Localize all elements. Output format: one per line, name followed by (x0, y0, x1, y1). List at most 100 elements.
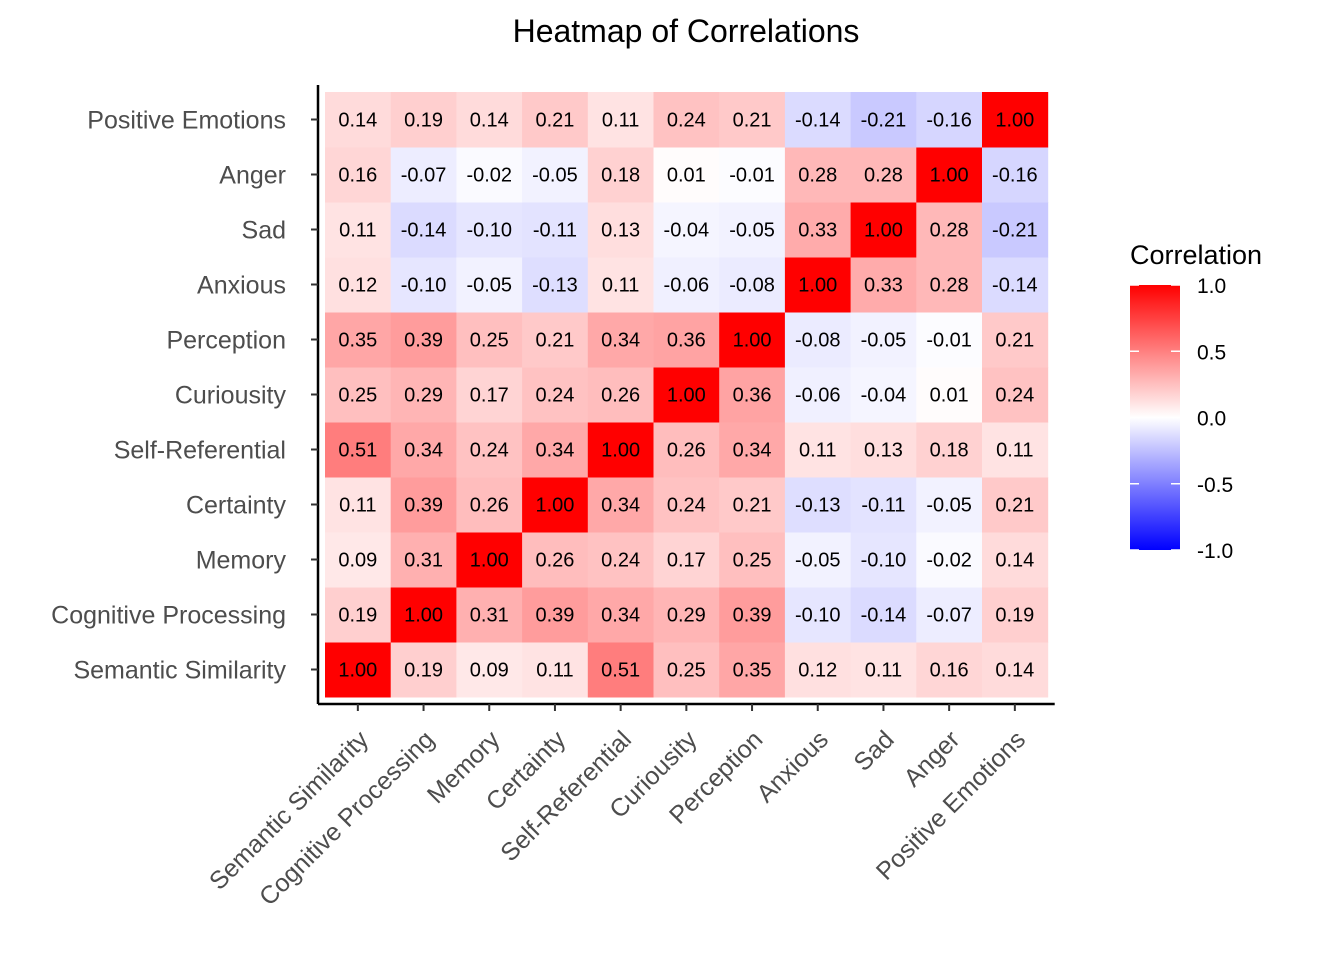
heatmap-cell (850, 642, 917, 698)
cell-value-label: 0.14 (470, 110, 509, 132)
cell-value-label: 0.51 (601, 660, 640, 682)
heatmap-cell (719, 422, 786, 478)
heatmap-cell (653, 312, 720, 368)
cell-value-label: -0.02 (466, 165, 512, 187)
heatmap-cell (916, 202, 983, 258)
cell-value-label: 0.12 (338, 275, 377, 297)
cell-value-label: 0.21 (733, 495, 772, 517)
y-tick-label: Anxious (197, 272, 286, 300)
heatmap-cell (784, 202, 852, 258)
heatmap-cells (325, 92, 1049, 698)
heatmap-cell (325, 422, 392, 478)
cell-value-label: -0.10 (401, 275, 447, 297)
cell-value-label: 0.34 (733, 440, 772, 462)
cell-value-label: 0.11 (339, 220, 376, 242)
heatmap-cell (456, 532, 523, 588)
cell-value-label: 0.25 (733, 550, 772, 572)
cell-value-label: 0.01 (930, 385, 969, 407)
heatmap-cell (325, 312, 392, 368)
cell-value-label: -0.16 (926, 110, 972, 132)
heatmap-cell (456, 587, 523, 643)
cell-value-label: -0.01 (926, 330, 972, 352)
heatmap-cell (522, 92, 589, 148)
cell-value-label: -0.04 (861, 385, 907, 407)
heatmap-cell (719, 367, 786, 423)
cell-value-label: 0.34 (601, 330, 640, 352)
cell-value-label: -0.02 (926, 550, 972, 572)
cell-value-label: 0.39 (404, 495, 443, 517)
cell-value-label: -0.10 (795, 605, 841, 627)
cell-value-label: -0.07 (926, 605, 972, 627)
heatmap-cell (522, 642, 589, 698)
cell-value-label: 0.24 (535, 385, 574, 407)
y-tick-label: Certainty (186, 492, 287, 520)
cell-value-label: -0.21 (861, 110, 907, 132)
cell-value-label: 0.11 (865, 660, 902, 682)
heatmap-cell (850, 257, 917, 313)
heatmap-cell (982, 367, 1049, 423)
cell-value-label: 0.14 (338, 110, 377, 132)
legend-title: Correlation (1130, 240, 1262, 270)
heatmap-cell (719, 532, 786, 588)
cell-value-label: -0.01 (729, 165, 775, 187)
cell-value-label: 0.21 (535, 330, 574, 352)
heatmap-cell (456, 422, 523, 478)
cell-value-label: 0.17 (667, 550, 706, 572)
heatmap-cell (916, 367, 983, 423)
cell-value-label: 0.36 (667, 330, 706, 352)
cell-value-label: -0.05 (466, 275, 512, 297)
cell-value-label: 0.29 (404, 385, 443, 407)
cell-value-label: 0.34 (535, 440, 574, 462)
cell-value-label: 0.16 (338, 165, 377, 187)
legend-tick-label: -0.5 (1197, 474, 1233, 497)
cell-value-label: 0.18 (601, 165, 640, 187)
cell-value-label: 0.35 (338, 330, 377, 352)
heatmap-cell (325, 202, 392, 258)
heatmap-cell (850, 587, 917, 643)
heatmap-cell (719, 477, 786, 533)
heatmap-cell (390, 147, 457, 203)
heatmap-cell (587, 147, 654, 203)
cell-value-label: 0.01 (667, 165, 706, 187)
heatmap-cell (982, 147, 1049, 203)
heatmap-cell (719, 642, 786, 698)
heatmap-cell (916, 532, 983, 588)
heatmap-cell (719, 257, 786, 313)
heatmap-cell (587, 202, 654, 258)
cell-value-label: 0.28 (864, 165, 903, 187)
heatmap-cell (916, 92, 983, 148)
heatmap-cell (982, 92, 1049, 148)
heatmap-cell (653, 92, 720, 148)
cell-value-label: -0.11 (861, 495, 905, 517)
cell-value-label: -0.14 (795, 110, 841, 132)
heatmap-cell (916, 312, 983, 368)
heatmap-cell (850, 422, 917, 478)
heatmap-cell (850, 202, 917, 258)
cell-value-label: 0.11 (536, 660, 573, 682)
cell-value-label: 0.24 (601, 550, 640, 572)
cell-value-label: 0.39 (535, 605, 574, 627)
y-tick-label: Perception (166, 327, 286, 355)
heatmap-cell (653, 532, 720, 588)
heatmap-cell (916, 587, 983, 643)
heatmap-cell (522, 532, 589, 588)
cell-value-label: 0.19 (338, 605, 377, 627)
cell-value-label: 0.28 (930, 275, 969, 297)
heatmap-cell (325, 532, 392, 588)
heatmap-cell (522, 422, 589, 478)
heatmap-cell (850, 147, 917, 203)
legend: Correlation 1.0 0.5 0.0 -0.5 -1.0 (1130, 240, 1262, 563)
cell-value-label: 0.25 (338, 385, 377, 407)
heatmap-cell (916, 642, 983, 698)
cell-value-label: -0.07 (401, 165, 447, 187)
heatmap-cell (784, 587, 852, 643)
cell-value-label: 0.18 (930, 440, 969, 462)
heatmap-cell (456, 92, 523, 148)
cell-value-label: 0.29 (667, 605, 706, 627)
heatmap-cell (522, 367, 589, 423)
heatmap-cell (390, 312, 457, 368)
heatmap-cell (522, 477, 589, 533)
cell-value-label: 0.24 (470, 440, 509, 462)
heatmap-cell (653, 642, 720, 698)
